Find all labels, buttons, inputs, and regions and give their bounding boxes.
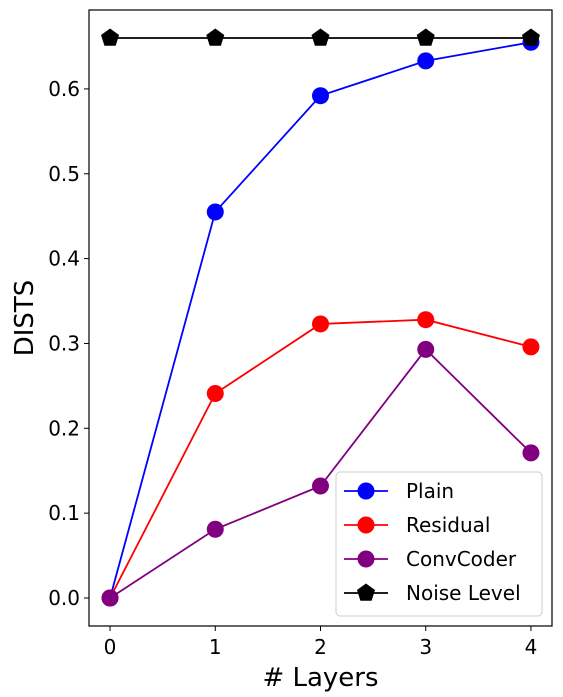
data-point-noise-level	[206, 28, 225, 46]
x-axis-title: # Layers	[262, 663, 378, 693]
data-point-convcoder	[522, 444, 540, 462]
data-point-noise-level	[311, 28, 330, 46]
data-point-convcoder	[101, 589, 119, 607]
data-point-residual	[312, 315, 329, 333]
legend-marker	[357, 550, 375, 568]
x-tick-label: 1	[209, 635, 222, 659]
y-tick-label: 0.3	[48, 331, 80, 355]
series-layer	[101, 28, 540, 607]
data-point-noise-level	[416, 28, 435, 46]
y-tick-label: 0.1	[48, 501, 80, 525]
data-point-residual	[206, 385, 224, 403]
data-point-noise-level	[521, 28, 540, 46]
data-point-convcoder	[312, 477, 329, 495]
legend-item-residual: Residual	[344, 513, 490, 537]
y-tick-label: 0.2	[48, 416, 80, 440]
series-residual	[101, 311, 540, 607]
data-point-plain	[417, 52, 435, 70]
legend-item-convcoder: ConvCoder	[344, 547, 517, 571]
legend: Plain Residual ConvCoder Noise Level	[335, 471, 543, 617]
legend-label: Residual	[406, 513, 490, 537]
series-convcoder	[101, 340, 540, 607]
data-point-convcoder	[206, 520, 224, 538]
y-axis-ticks: 0.0 0.1 0.2 0.3 0.4 0.5 0.6	[48, 77, 89, 610]
legend-label: ConvCoder	[406, 547, 517, 571]
data-point-residual	[522, 338, 540, 356]
y-tick-label: 0.6	[48, 77, 80, 101]
data-point-residual	[417, 311, 435, 329]
x-tick-label: 2	[314, 635, 327, 659]
data-point-noise-level	[101, 28, 120, 46]
y-tick-label: 0.5	[48, 162, 80, 186]
legend-label: Plain	[406, 479, 454, 503]
x-axis-ticks: 0 1 2 3 4	[104, 626, 538, 659]
legend-marker	[356, 583, 376, 601]
legend-item-plain: Plain	[344, 479, 454, 503]
legend-item-noise-level: Noise Level	[344, 581, 521, 605]
y-tick-label: 0.4	[48, 247, 80, 271]
series-noise-level	[101, 28, 540, 46]
x-tick-label: 3	[419, 635, 432, 659]
legend-marker	[357, 482, 375, 500]
legend-box	[335, 471, 543, 617]
data-point-plain	[206, 203, 224, 221]
data-point-plain	[312, 87, 329, 105]
x-tick-label: 0	[104, 635, 117, 659]
legend-marker	[357, 516, 375, 534]
x-tick-label: 4	[525, 635, 538, 659]
data-point-convcoder	[417, 340, 435, 358]
y-axis-title: DISTS	[10, 280, 40, 357]
y-tick-label: 0.0	[48, 586, 80, 610]
legend-label: Noise Level	[406, 581, 521, 605]
